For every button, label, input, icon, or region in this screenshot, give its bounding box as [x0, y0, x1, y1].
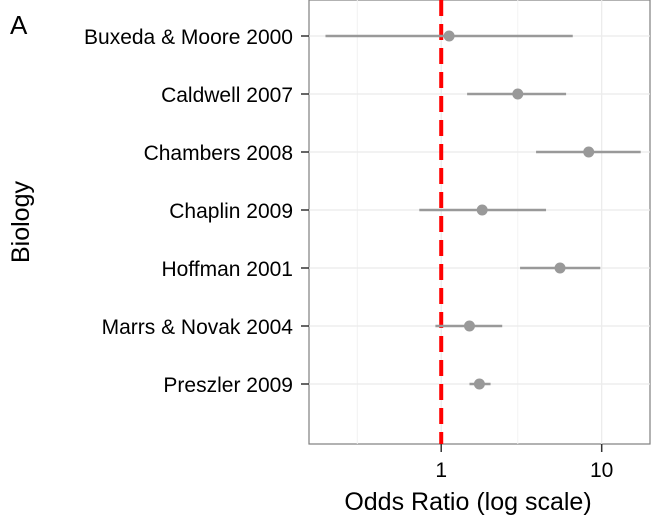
y-tick-label: Buxeda & Moore 2000 — [84, 26, 293, 49]
point-estimate — [512, 88, 524, 100]
y-tick-label: Preszler 2009 — [163, 374, 293, 397]
panel-label: A — [10, 10, 28, 40]
y-tick-label: Marrs & Novak 2004 — [102, 316, 294, 339]
point-estimates — [443, 30, 595, 390]
x-tick-label: 1 — [435, 459, 447, 482]
y-tick-label: Chambers 2008 — [144, 142, 293, 165]
point-estimate — [463, 320, 475, 332]
point-estimate — [476, 204, 488, 216]
point-estimate — [443, 30, 455, 42]
y-axis-ticks: Buxeda & Moore 2000 Caldwell 2007 Chambers… — [84, 26, 309, 397]
point-estimate — [473, 378, 485, 390]
x-tick-label: 10 — [590, 459, 613, 482]
y-tick-label: Chaplin 2009 — [169, 200, 293, 223]
x-axis-title: Odds Ratio (log scale) — [344, 488, 591, 516]
y-tick-label: Caldwell 2007 — [161, 84, 293, 107]
y-tick-label: Hoffman 2001 — [161, 258, 293, 281]
plot-panel — [308, 0, 651, 445]
point-estimate — [583, 146, 595, 158]
point-estimate — [554, 262, 566, 274]
y-axis-title: Biology — [7, 181, 35, 263]
x-axis-ticks: 1 10 — [435, 444, 613, 482]
